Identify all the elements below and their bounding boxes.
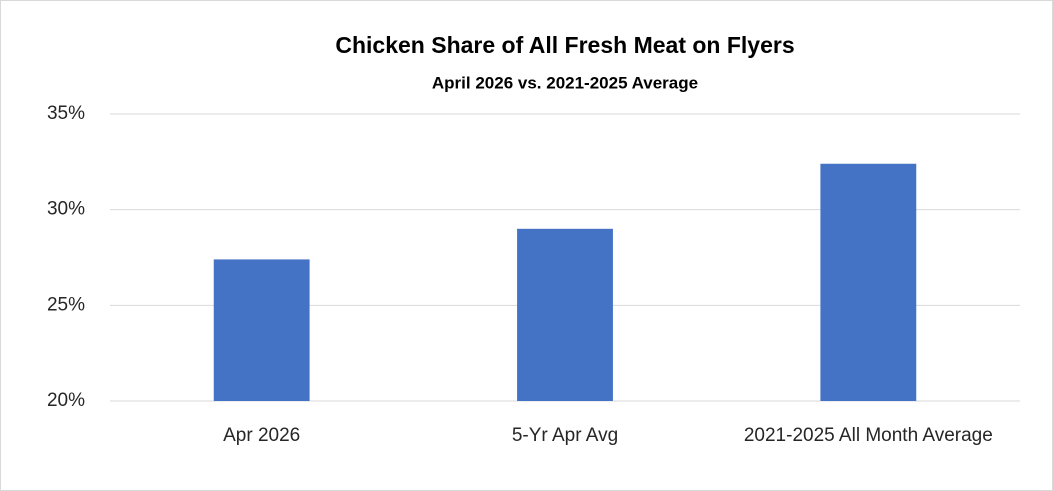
y-tick-label: 30% xyxy=(47,199,85,220)
x-tick-label: 2021-2025 All Month Average xyxy=(743,425,993,446)
y-tick-label: 20% xyxy=(47,390,85,411)
bar xyxy=(820,163,917,401)
chart-subtitle: April 2026 vs. 2021-2025 Average xyxy=(432,73,698,92)
x-tick-label: Apr 2026 xyxy=(223,425,301,446)
bar xyxy=(517,228,613,401)
y-tick-label: 25% xyxy=(47,294,85,315)
chart-title: Chicken Share of All Fresh Meat on Flyer… xyxy=(335,32,794,58)
bar xyxy=(213,259,310,401)
y-tick-label: 35% xyxy=(47,103,85,124)
x-tick-label: 5-Yr Apr Avg xyxy=(511,425,619,446)
